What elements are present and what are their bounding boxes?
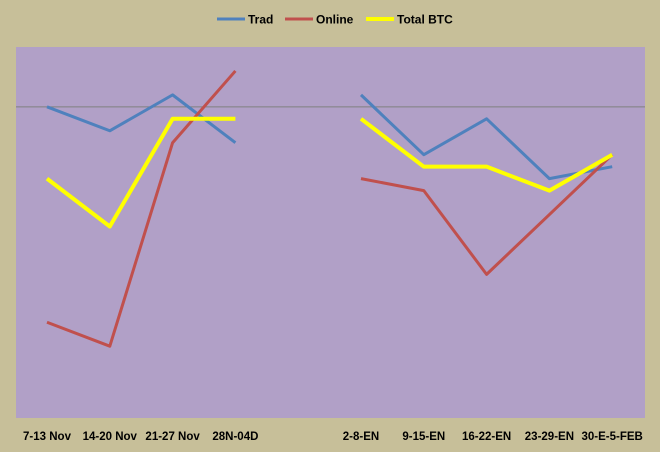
- legend-label-online: Online: [316, 13, 354, 27]
- legend-label-trad: Trad: [248, 13, 273, 27]
- series-lines: [45, 69, 614, 348]
- x-tick-label: 2-8-EN: [343, 431, 379, 443]
- series-line-online-segment-1: [360, 153, 614, 276]
- series-line-total-btc-segment-1: [359, 117, 614, 193]
- legend-label-total-btc: Total BTC: [397, 13, 453, 27]
- legend: Trad Online Total BTC: [217, 13, 453, 27]
- x-tick-label: 14-20 Nov: [83, 431, 138, 443]
- plot-area: [16, 47, 645, 418]
- series-line-online-segment-0: [46, 69, 237, 348]
- x-tick-label: 7-13 Nov: [23, 431, 72, 443]
- x-tick-label: 9-15-EN: [402, 431, 445, 443]
- series-line-total-btc-segment-0: [45, 116, 236, 229]
- x-axis-labels: 7-13 Nov 14-20 Nov 21-27 Nov 28N-04D 2-8-EN 9…: [23, 431, 643, 443]
- x-tick-label: 23-29-EN: [525, 431, 574, 443]
- x-tick-label: 30-E-5-FEB: [582, 431, 643, 443]
- x-tick-label: 28N-04D: [212, 431, 258, 443]
- x-tick-label: 16-22-EN: [462, 431, 511, 443]
- x-tick-label: 21-27 Nov: [145, 431, 200, 443]
- series-line-trad-segment-1: [359, 93, 613, 181]
